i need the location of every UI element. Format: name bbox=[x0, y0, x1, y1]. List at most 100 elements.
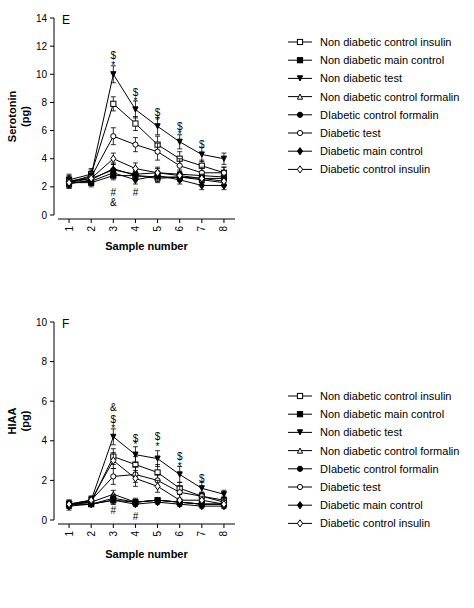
error-bar bbox=[67, 178, 72, 186]
error-bar bbox=[221, 177, 226, 185]
error-cap bbox=[111, 164, 116, 165]
x-tick-label: 8 bbox=[218, 226, 229, 232]
marker bbox=[111, 169, 116, 176]
plot-area bbox=[66, 66, 226, 190]
x-axis bbox=[58, 219, 235, 220]
error-bar bbox=[67, 177, 72, 188]
annotation: $ bbox=[199, 139, 205, 150]
error-cap bbox=[133, 486, 138, 487]
annotation: * bbox=[156, 115, 160, 126]
y-tick-label: 10 bbox=[36, 69, 48, 80]
x-tick-label: 3 bbox=[108, 226, 119, 232]
series bbox=[66, 128, 226, 187]
marker bbox=[89, 498, 94, 503]
error-bar bbox=[177, 173, 182, 181]
x-tick-label: 6 bbox=[174, 226, 185, 232]
error-bar bbox=[89, 174, 94, 182]
series bbox=[66, 163, 226, 188]
marker bbox=[177, 163, 182, 168]
error-cap bbox=[89, 171, 94, 172]
annotation: * bbox=[111, 60, 115, 71]
annotation: $ bbox=[199, 473, 205, 484]
y-tick bbox=[50, 401, 54, 402]
x-tick bbox=[91, 524, 92, 528]
marker bbox=[177, 472, 182, 477]
marker bbox=[297, 484, 302, 489]
y-axis-label-line: (pg) bbox=[19, 106, 31, 127]
marker bbox=[155, 170, 160, 175]
error-cap bbox=[199, 161, 204, 162]
x-tick bbox=[201, 219, 202, 223]
legend-entry: Non diabetic main control bbox=[288, 54, 444, 66]
y-axis-label-line: HIAA bbox=[6, 408, 18, 435]
error-bar bbox=[111, 449, 116, 465]
marker bbox=[111, 457, 116, 464]
y-tick-label: 4 bbox=[41, 153, 47, 164]
legend-entry: DIabetic control formalin bbox=[288, 463, 439, 475]
annotation: * bbox=[156, 441, 160, 452]
marker bbox=[221, 156, 226, 161]
panel: 0246810121412345678Serotonin(pg)Sample n… bbox=[6, 13, 459, 253]
legend-entry: Diabetic control insulin bbox=[288, 163, 430, 175]
marker bbox=[133, 121, 138, 126]
error-cap bbox=[111, 452, 116, 453]
y-tick-label: 0 bbox=[41, 210, 47, 221]
marker bbox=[297, 520, 302, 527]
x-tick bbox=[69, 219, 70, 223]
y-tick bbox=[50, 215, 54, 216]
error-cap bbox=[133, 130, 138, 131]
error-bar bbox=[199, 174, 204, 182]
marker bbox=[155, 499, 160, 506]
error-cap bbox=[155, 480, 160, 481]
marker bbox=[66, 180, 71, 185]
error-bar bbox=[199, 496, 204, 504]
error-cap bbox=[133, 137, 138, 138]
series bbox=[66, 66, 226, 188]
x-axis-label: Sample number bbox=[105, 240, 188, 252]
error-cap bbox=[111, 144, 116, 145]
marker bbox=[199, 152, 204, 157]
marker bbox=[133, 452, 138, 457]
x-tick bbox=[113, 524, 114, 528]
y-axis-label: HIAA(pg) bbox=[6, 408, 31, 435]
marker bbox=[297, 94, 302, 99]
error-bar bbox=[133, 467, 138, 483]
panel-letter: E bbox=[62, 13, 70, 27]
marker bbox=[133, 462, 138, 467]
error-cap bbox=[177, 482, 182, 483]
legend-label: Non diabetic control insulin bbox=[320, 390, 451, 402]
legend-label: DIabetic control formalin bbox=[320, 463, 439, 475]
y-tick-label: 14 bbox=[36, 13, 48, 24]
error-cap bbox=[221, 153, 226, 154]
error-bar bbox=[111, 164, 116, 175]
error-bar bbox=[67, 174, 72, 185]
legend-entry: Non diabetic test bbox=[288, 426, 402, 438]
series-line bbox=[69, 437, 224, 504]
error-cap bbox=[177, 494, 182, 495]
y-axis bbox=[54, 322, 55, 520]
error-cap bbox=[111, 494, 116, 495]
legend-label: Diabetic test bbox=[320, 127, 381, 139]
error-bar bbox=[67, 177, 72, 185]
error-cap bbox=[155, 466, 160, 467]
marker bbox=[297, 148, 302, 155]
marker bbox=[177, 490, 182, 495]
legend: Non diabetic control insulin Non diabetic… bbox=[288, 390, 459, 529]
error-bar bbox=[67, 178, 72, 186]
marker bbox=[177, 497, 182, 504]
error-bar bbox=[133, 138, 138, 152]
x-tick bbox=[179, 524, 180, 528]
error-cap bbox=[177, 158, 182, 159]
marker bbox=[221, 501, 226, 508]
annotation: * bbox=[133, 96, 137, 107]
error-cap bbox=[133, 174, 138, 175]
marker bbox=[199, 175, 204, 182]
legend-entry: DIabetic control formalin bbox=[288, 109, 439, 121]
marker bbox=[66, 180, 71, 185]
error-cap bbox=[111, 127, 116, 128]
y-tick bbox=[50, 18, 54, 19]
marker bbox=[177, 172, 182, 179]
error-cap bbox=[177, 151, 182, 152]
annotation: * bbox=[133, 439, 137, 450]
error-cap bbox=[177, 482, 182, 483]
